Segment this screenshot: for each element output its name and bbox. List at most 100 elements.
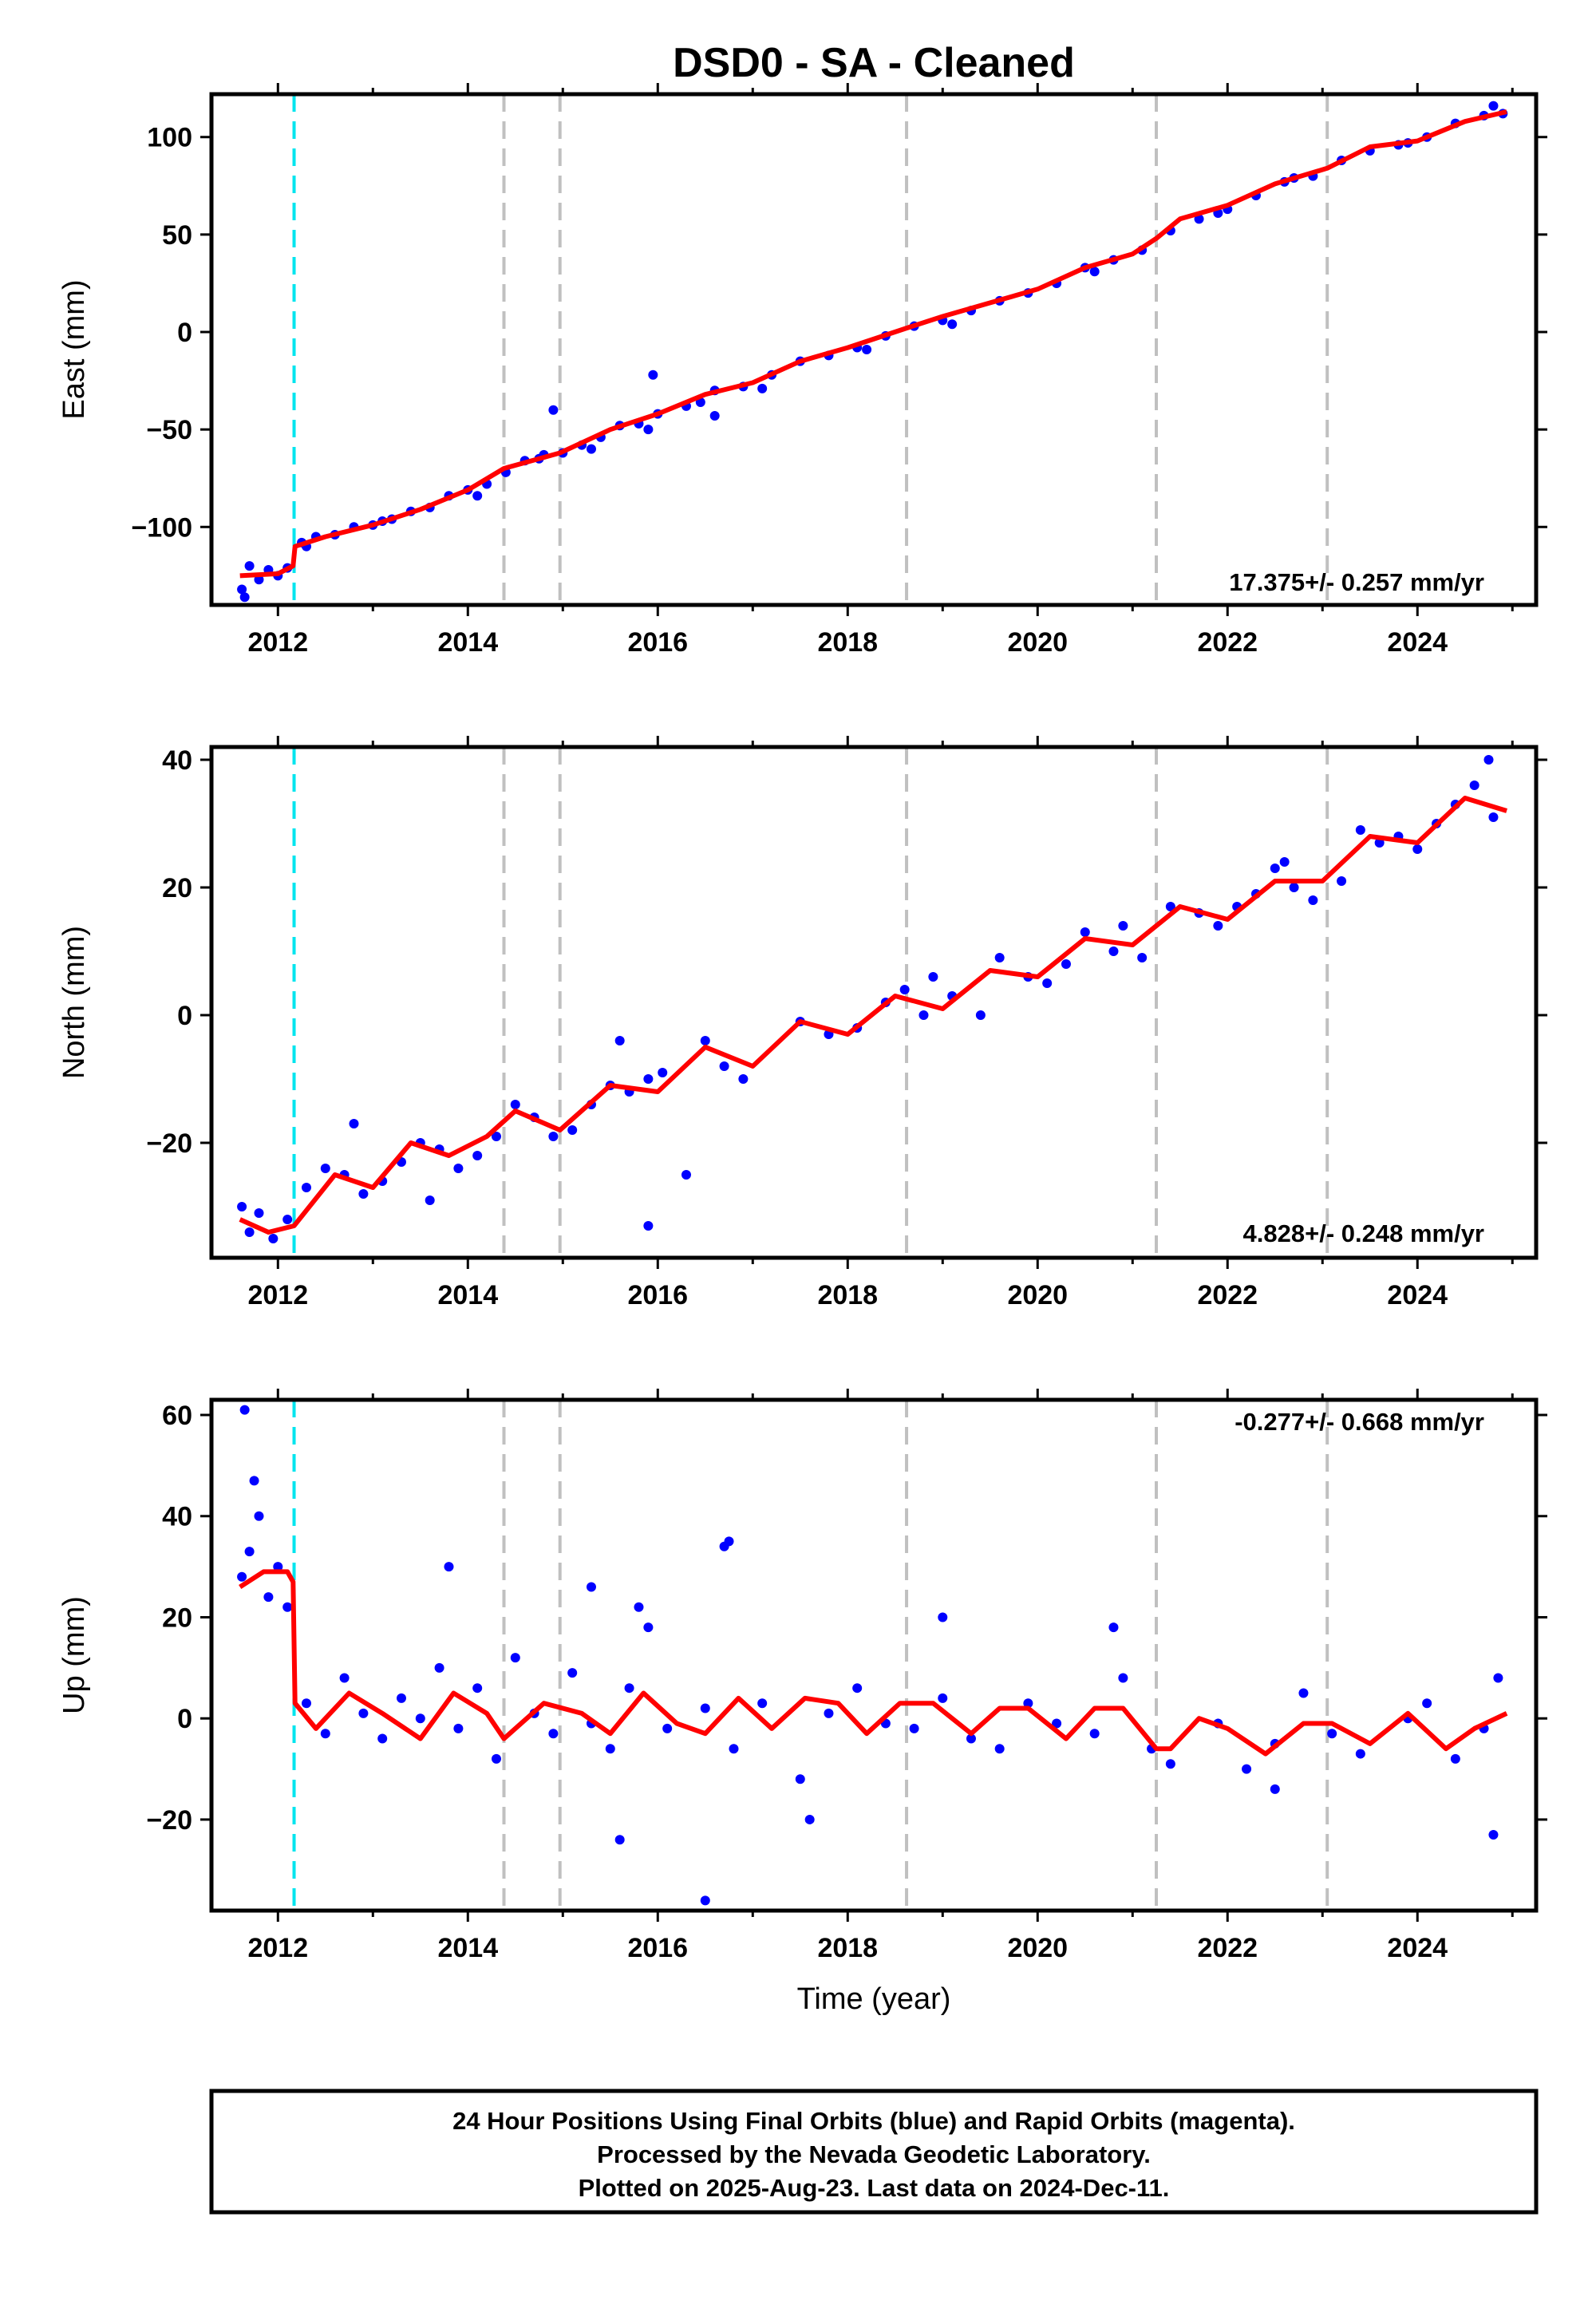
north-data-point <box>719 1061 729 1071</box>
up-data-point <box>605 1744 615 1754</box>
north-x-tick-label: 2014 <box>437 1280 498 1310</box>
up-data-point <box>396 1693 406 1703</box>
north-data-point <box>1279 857 1290 867</box>
up-data-point <box>548 1729 559 1739</box>
up-data-point <box>1422 1698 1432 1709</box>
north-data-point <box>254 1208 264 1218</box>
up-x-tick-label: 2016 <box>627 1933 688 1963</box>
north-data-point <box>1289 883 1299 892</box>
up-x-tick-label: 2024 <box>1387 1933 1448 1963</box>
east-data-point <box>586 444 596 454</box>
north-data-point <box>643 1074 654 1084</box>
north-data-point <box>358 1189 369 1199</box>
east-x-tick-label: 2016 <box>627 627 688 658</box>
north-data-point <box>1080 927 1090 937</box>
up-data-point <box>824 1708 834 1718</box>
up-data-point <box>377 1733 388 1744</box>
up-data-point <box>662 1723 673 1733</box>
north-x-tick-label: 2020 <box>1007 1280 1068 1310</box>
up-data-point <box>339 1673 350 1683</box>
east-y-tick-label: 50 <box>162 220 192 251</box>
east-data-point <box>239 592 250 603</box>
east-y-axis-label: East (mm) <box>57 279 91 419</box>
up-data-point <box>472 1683 483 1694</box>
up-data-point <box>1270 1784 1280 1794</box>
east-rate-label: 17.375+/- 0.257 mm/yr <box>1229 568 1484 596</box>
up-data-point <box>804 1814 815 1824</box>
east-x-tick-label: 2012 <box>247 627 308 658</box>
east-x-tick-label: 2014 <box>437 627 498 658</box>
up-data-point <box>320 1729 330 1739</box>
up-data-point <box>852 1683 863 1694</box>
up-data-point <box>282 1602 293 1612</box>
east-data-point <box>472 491 483 501</box>
up-x-tick-label: 2014 <box>437 1933 498 1963</box>
north-panel: 2012 2014 2016 2018 2020 2022 2024 −20 0 20 40 Nort… <box>57 736 1547 1310</box>
up-data-point <box>1327 1729 1337 1739</box>
north-data-point <box>614 1036 625 1045</box>
north-data-point <box>301 1183 311 1192</box>
north-data-point <box>472 1151 483 1160</box>
north-y-tick-label: 20 <box>162 873 192 903</box>
north-data-point <box>1337 876 1347 886</box>
up-y-tick-label: 0 <box>177 1704 192 1734</box>
north-data-point <box>510 1100 520 1109</box>
up-data-point <box>244 1547 255 1557</box>
x-axis-label: Time (year) <box>797 1982 951 2016</box>
up-rate-label: -0.277+/- 0.668 mm/yr <box>1235 1408 1484 1436</box>
up-x-tick-label: 2020 <box>1007 1933 1068 1963</box>
north-x-tick-label: 2022 <box>1197 1280 1258 1310</box>
north-data-point <box>1108 947 1119 956</box>
north-data-point <box>1213 921 1223 931</box>
north-data-point <box>491 1132 501 1141</box>
up-data-point <box>729 1744 739 1754</box>
north-data-point <box>237 1202 247 1211</box>
east-data-point <box>648 370 658 380</box>
north-data-point <box>453 1164 464 1173</box>
north-data-point <box>1488 812 1499 822</box>
east-y-tick-label: −100 <box>131 512 192 543</box>
up-data-point <box>1052 1718 1062 1729</box>
north-data-point <box>643 1221 654 1231</box>
north-y-axis-label: North (mm) <box>57 926 91 1079</box>
north-x-tick-label: 2024 <box>1387 1280 1448 1310</box>
figure-title: DSD0 - SA - Cleaned <box>673 40 1075 86</box>
footer-box: 24 Hour Positions Using Final Orbits (bl… <box>209 2089 1539 2215</box>
up-data-point <box>1298 1688 1309 1698</box>
up-y-tick-label: −20 <box>146 1805 192 1836</box>
north-data-point <box>567 1125 578 1135</box>
east-data-point <box>643 425 654 435</box>
up-data-point <box>1493 1673 1503 1683</box>
north-data-point <box>1355 825 1365 835</box>
east-fit-line <box>239 109 1507 579</box>
up-data-point <box>1165 1759 1175 1769</box>
east-x-tick-label: 2022 <box>1197 627 1258 658</box>
north-data-point <box>244 1227 255 1237</box>
east-y-tick-label: −50 <box>146 415 192 445</box>
up-data-point <box>909 1723 919 1733</box>
east-x-tick-label: 2020 <box>1007 627 1068 658</box>
east-y-tick-label: 100 <box>147 123 192 153</box>
north-data-point <box>349 1119 359 1128</box>
up-data-point <box>249 1476 259 1486</box>
up-data-point <box>966 1733 976 1744</box>
north-data-point <box>1412 844 1423 854</box>
up-fit-line <box>239 1569 1508 1757</box>
up-data-point <box>263 1592 274 1603</box>
up-data-point <box>757 1698 768 1709</box>
up-data-point <box>510 1653 520 1663</box>
north-data-point <box>425 1196 435 1205</box>
up-data-point <box>994 1744 1005 1754</box>
up-data-point <box>795 1774 805 1784</box>
north-rate-label: 4.828+/- 0.248 mm/yr <box>1243 1219 1484 1247</box>
up-data-point <box>1355 1749 1365 1759</box>
north-x-tick-label: 2016 <box>627 1280 688 1310</box>
east-data-point <box>947 319 958 330</box>
north-fit-line <box>239 796 1507 1235</box>
east-panel: 2012 2014 2016 2018 2020 2022 2024 −100 −50 0 50 10… <box>57 83 1547 658</box>
north-data-point <box>1165 902 1175 911</box>
footer-frame <box>209 2089 1539 2215</box>
north-data-point <box>1137 953 1148 962</box>
north-data-point <box>994 953 1005 962</box>
